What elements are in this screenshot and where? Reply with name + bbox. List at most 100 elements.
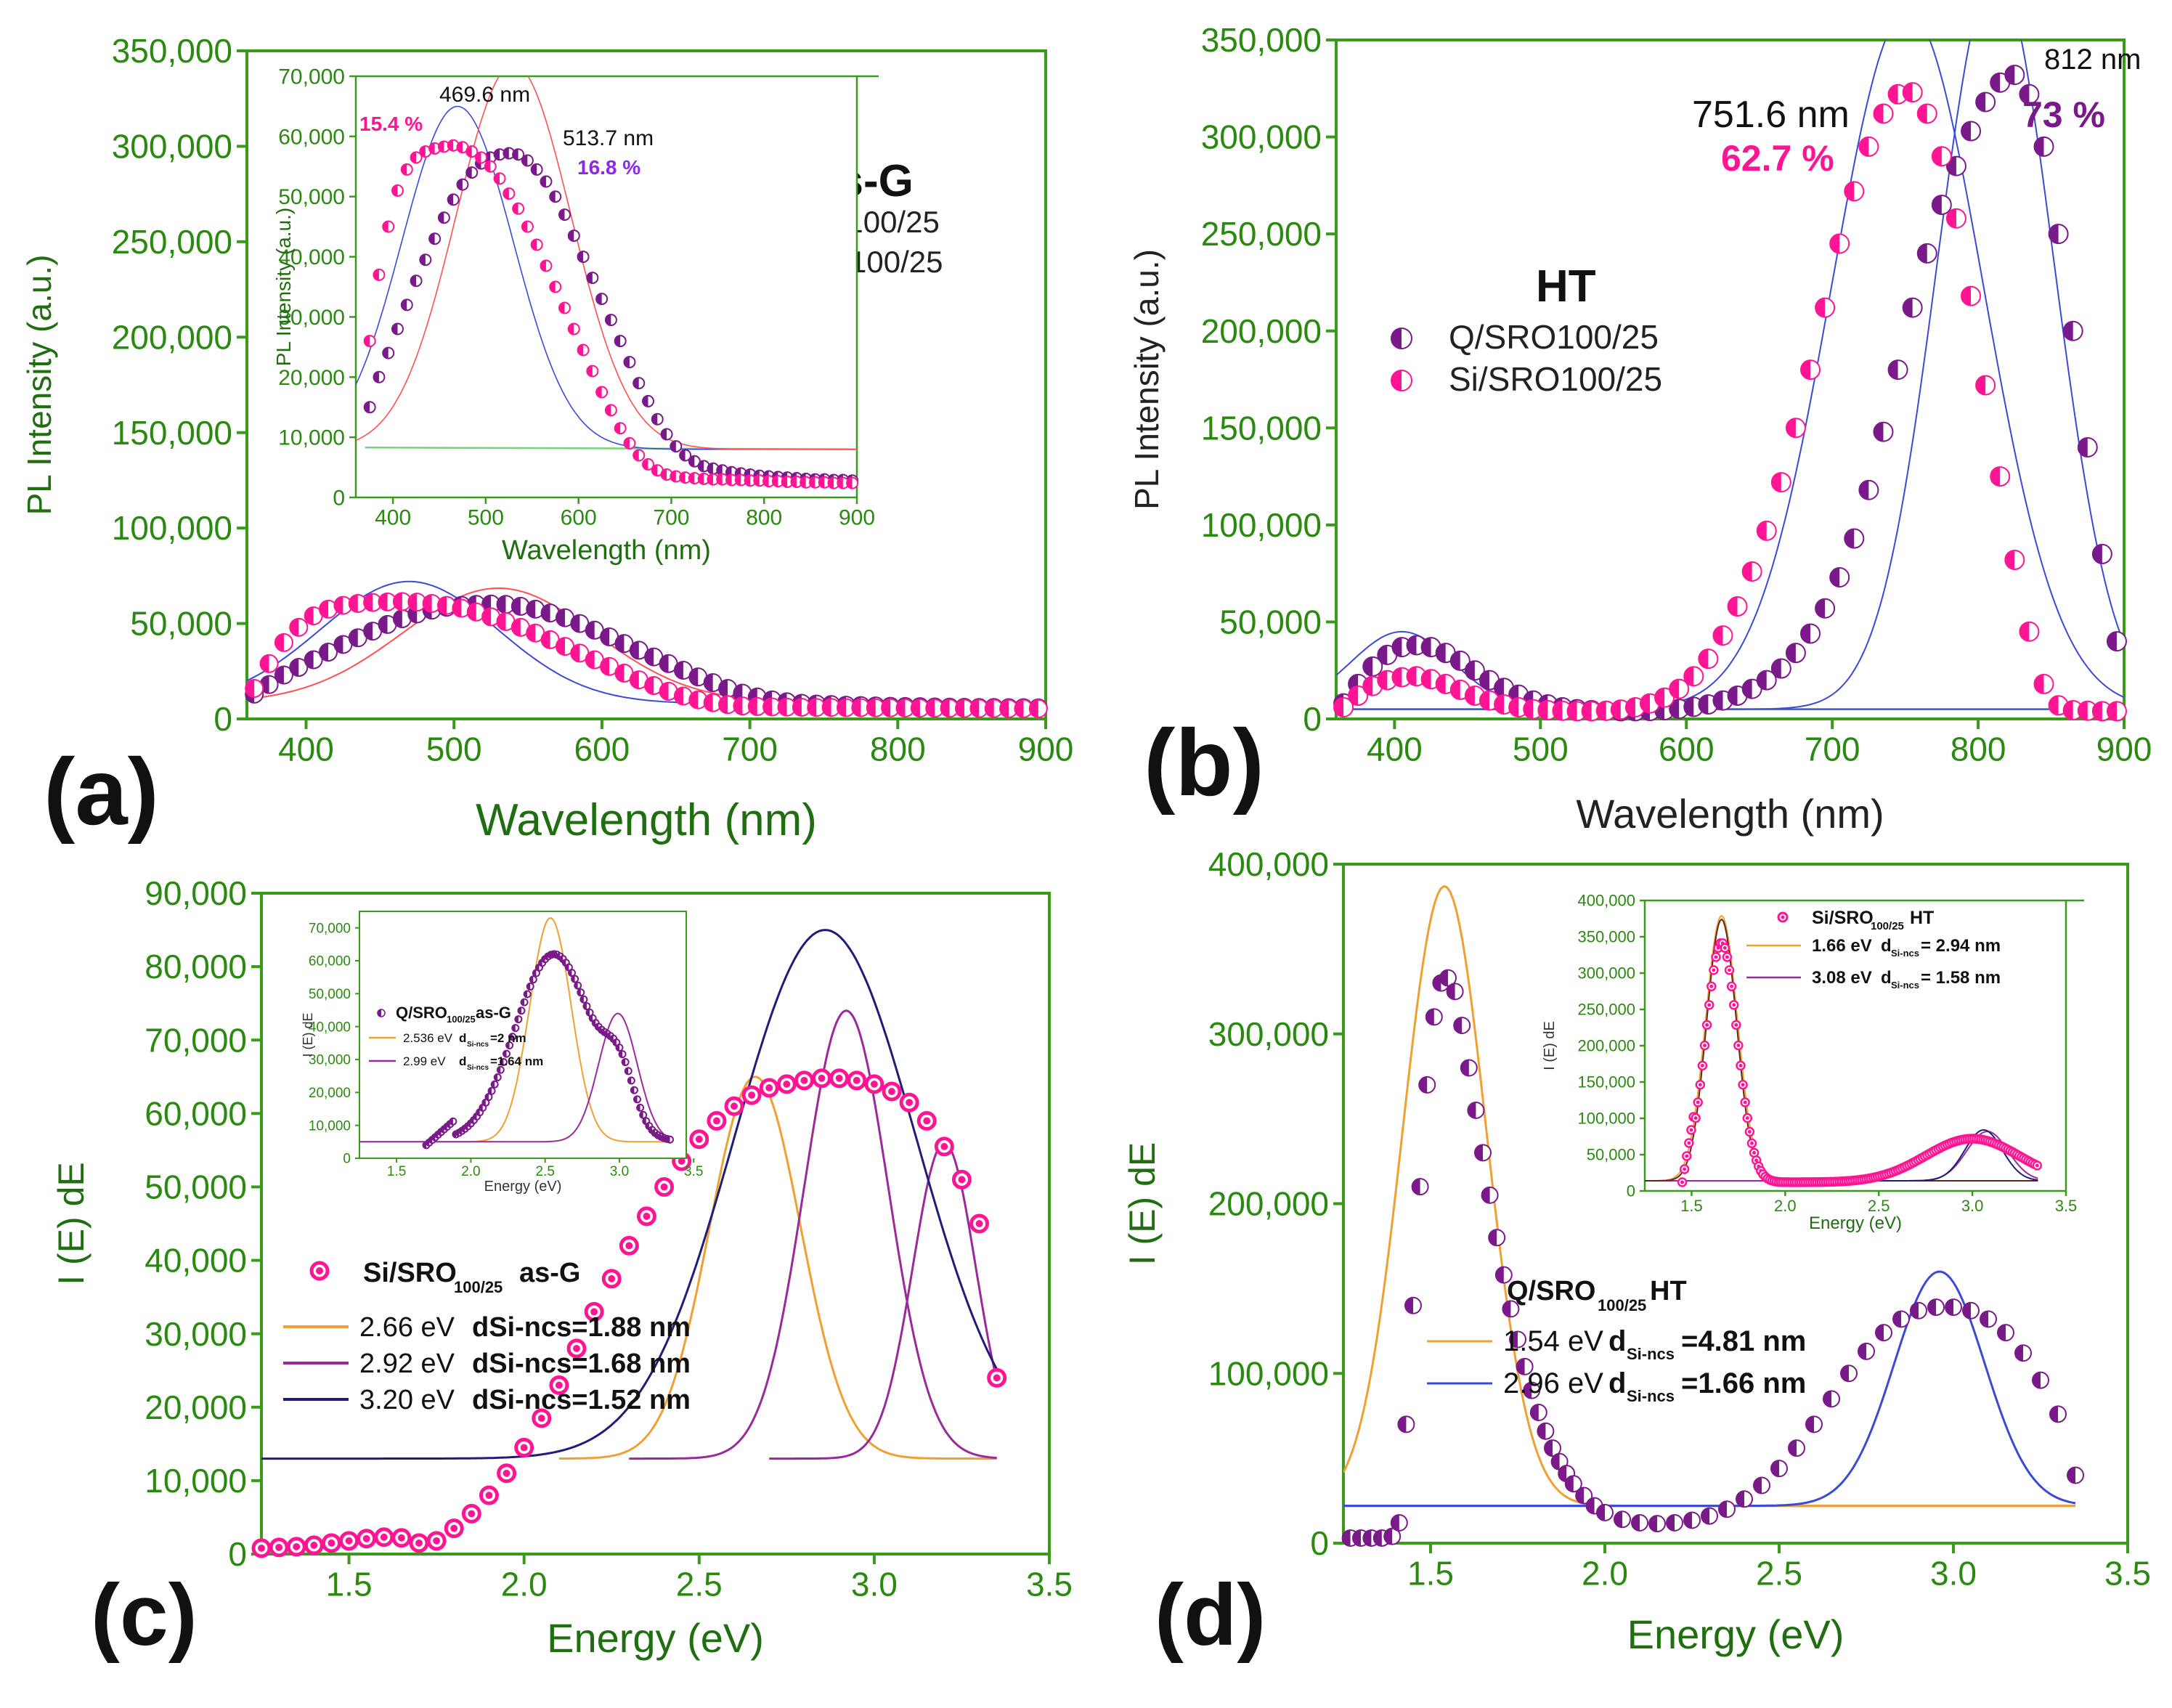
point-half	[1436, 674, 1446, 694]
data-point-0	[505, 1041, 514, 1050]
data-point-0	[1474, 1144, 1492, 1162]
point-half	[467, 603, 476, 621]
x-axis-label: Wavelength (nm)	[1576, 791, 1884, 837]
data-point-0	[1391, 637, 1412, 658]
point-half	[1903, 83, 1913, 102]
data-point-1	[716, 473, 729, 486]
inset-legend-d: d	[459, 1031, 466, 1045]
data-point-0	[1701, 1020, 1712, 1030]
y-tick-label: 150,000	[112, 414, 232, 452]
point-half	[420, 146, 426, 158]
point-half	[457, 179, 463, 190]
point-half	[521, 155, 528, 166]
data-point-0	[1709, 965, 1719, 975]
point-half	[1990, 467, 2001, 487]
point-dot	[1714, 955, 1718, 959]
data-point-0	[339, 1531, 359, 1551]
data-point-1	[2062, 699, 2083, 720]
point-half	[1510, 1331, 1518, 1348]
point-half	[1384, 1528, 1393, 1545]
data-point-0	[490, 1080, 499, 1089]
point-half	[2005, 65, 2015, 85]
point-half	[659, 682, 669, 700]
y-tick-label: 300,000	[1208, 1015, 1329, 1053]
point-half	[482, 608, 492, 626]
point-half	[1436, 643, 1446, 663]
point-dot	[345, 1537, 353, 1545]
point-half	[521, 221, 528, 232]
point-half	[1701, 1508, 1709, 1524]
point-dot	[1705, 1022, 1709, 1027]
data-point-0	[595, 293, 609, 306]
point-half	[1830, 567, 1840, 587]
point-dot	[1728, 968, 1731, 972]
x-tick-label: 1.5	[1407, 1555, 1454, 1593]
data-point-0	[633, 1095, 641, 1104]
data-point-1	[466, 602, 486, 622]
data-point-1	[910, 699, 930, 718]
data-point-0	[532, 1408, 552, 1428]
data-point-1	[925, 699, 945, 718]
data-point-0	[574, 981, 582, 990]
data-point-0	[1740, 1097, 1750, 1107]
data-point-0	[444, 1518, 464, 1539]
point-half	[1567, 702, 1577, 721]
data-point-0	[571, 975, 579, 983]
data-point-0	[1875, 1324, 1892, 1342]
point-half	[1553, 701, 1563, 720]
point-dot	[1707, 1003, 1712, 1007]
point-half	[494, 1074, 498, 1081]
data-point-1	[614, 663, 634, 683]
point-half	[735, 474, 741, 486]
data-point-1	[703, 693, 723, 712]
x-tick-label: 2.0	[1774, 1197, 1797, 1215]
data-point-0	[465, 166, 479, 179]
inset-legend-title: Si/SRO	[1812, 908, 1874, 928]
point-half	[985, 699, 994, 717]
data-point-0	[512, 148, 525, 161]
point-half	[689, 691, 699, 709]
y-tick-label: 0	[1310, 1524, 1329, 1562]
point-half	[577, 251, 584, 263]
data-point-0	[2014, 1344, 2032, 1362]
data-point-1	[348, 593, 367, 613]
data-point-0	[1494, 1266, 1513, 1284]
point-half	[1481, 1187, 1490, 1203]
data-point-0	[624, 1067, 633, 1075]
data-point-0	[1927, 1298, 1945, 1317]
point-half	[717, 465, 723, 476]
data-point-1	[475, 151, 487, 164]
point-dot	[1685, 1154, 1689, 1158]
y-tick-label: 0	[213, 700, 232, 738]
legend-marker-half	[1391, 370, 1402, 391]
data-point-1	[437, 595, 456, 615]
point-half	[1495, 1266, 1504, 1283]
legend: Si/SRO100/25 as-G 2.66 eV dSi-ncs=1.88 nm 2.…	[283, 1258, 691, 1415]
data-point-0	[319, 643, 338, 662]
data-point-1	[1770, 472, 1791, 493]
x-tick-label: 3.5	[2055, 1197, 2078, 1215]
data-point-1	[1508, 696, 1529, 717]
point-half	[698, 460, 704, 472]
data-point-1	[1523, 699, 1544, 720]
data-point-0	[2033, 136, 2054, 157]
data-point-0	[558, 208, 571, 221]
point-dot	[520, 1444, 528, 1452]
point-half	[1502, 1301, 1511, 1317]
point-half	[1932, 195, 1942, 215]
point-half	[334, 635, 343, 654]
data-point-1	[259, 654, 279, 673]
data-point-0	[378, 614, 397, 634]
point-half	[688, 472, 695, 484]
point-dot	[660, 1183, 668, 1191]
x-tick-label: 800	[870, 731, 926, 768]
point-half	[1771, 659, 1781, 678]
annotation: 73 %	[2022, 94, 2105, 135]
point-half	[1596, 701, 1606, 720]
data-point-0	[1614, 1510, 1631, 1529]
point-half	[1976, 92, 1986, 112]
x-tick-label: 3.0	[1930, 1555, 1977, 1593]
x-tick-label: 2.5	[1756, 1555, 1802, 1593]
data-point-0	[741, 1085, 762, 1105]
legend-marker	[1391, 328, 1412, 349]
